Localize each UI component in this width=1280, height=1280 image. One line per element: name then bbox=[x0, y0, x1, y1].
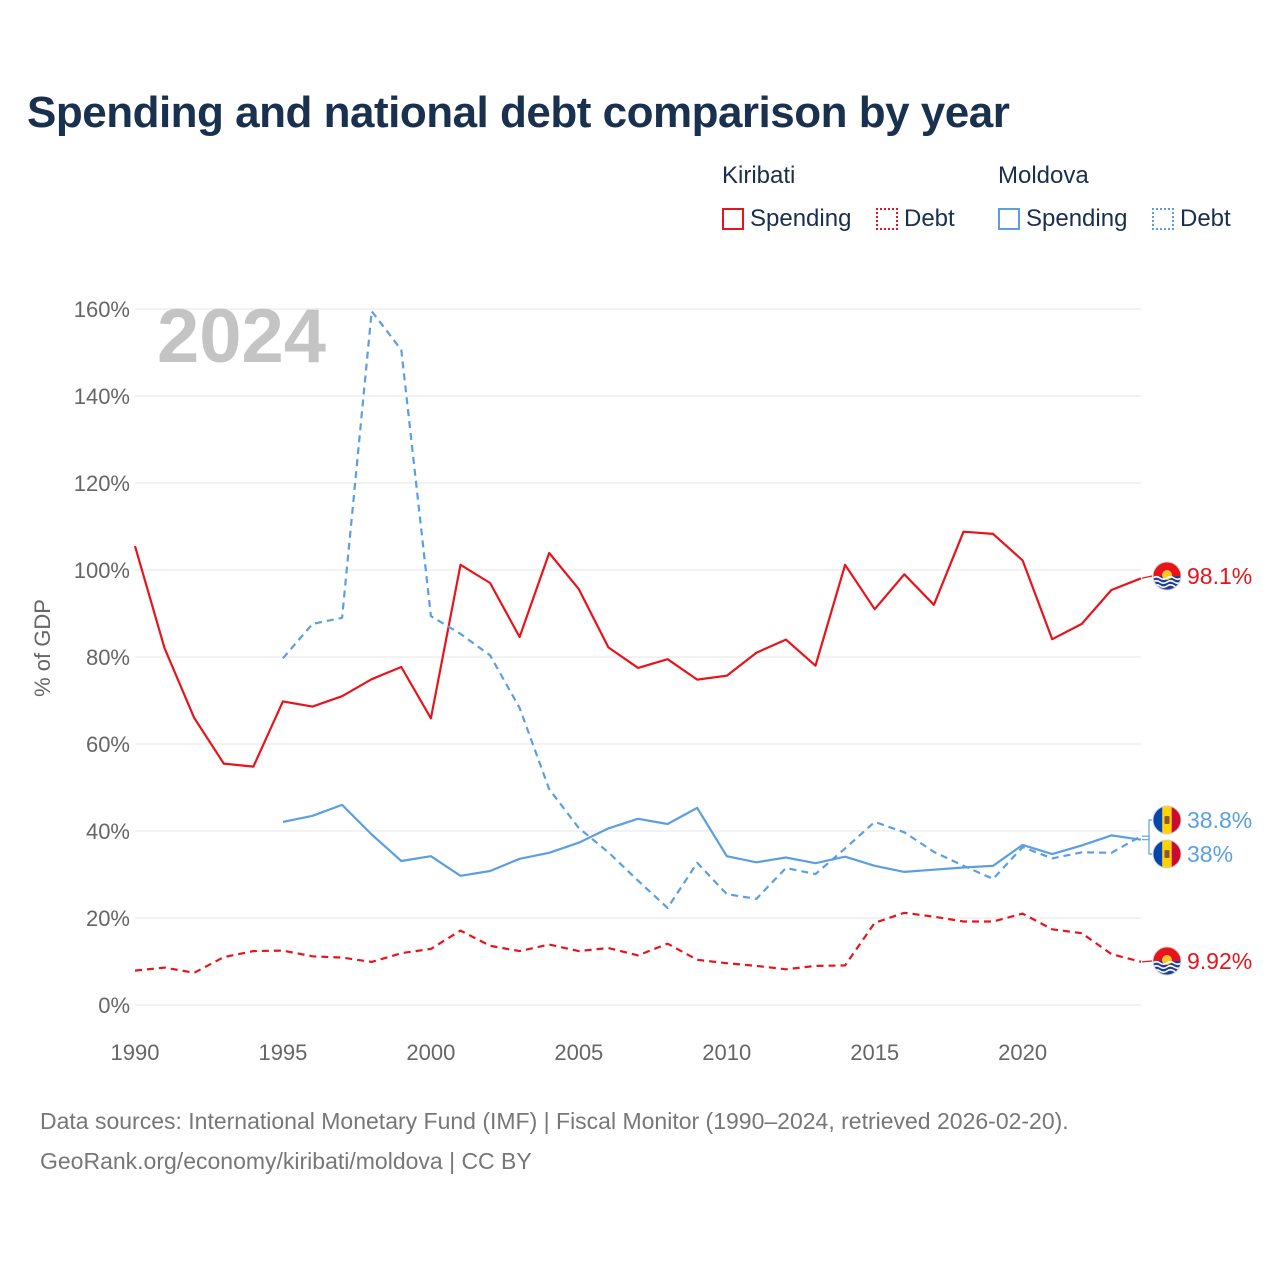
y-tick-label: 40% bbox=[86, 819, 130, 844]
legend-item-moldova-spending[interactable]: Spending bbox=[998, 205, 1127, 233]
legend-swatch-kiribati-spending bbox=[722, 208, 744, 230]
end-label-kiribati-spending: 98.1% bbox=[1141, 561, 1252, 591]
end-label-kiribati-debt: 9.92% bbox=[1141, 946, 1252, 976]
x-tick-label: 2000 bbox=[406, 1040, 455, 1065]
legend-group-moldova: Moldova bbox=[998, 162, 1089, 189]
series-lines bbox=[133, 310, 1142, 974]
legend-item-kiribati-debt[interactable]: Debt bbox=[876, 205, 955, 233]
data-source-note: Data sources: International Monetary Fun… bbox=[40, 1108, 1069, 1134]
legend-swatch-moldova-spending bbox=[998, 208, 1020, 230]
y-tick-label: 140% bbox=[74, 384, 130, 409]
end-value-label: 9.92% bbox=[1187, 948, 1252, 974]
legend-label-moldova-spending: Spending bbox=[1026, 205, 1128, 232]
end-labels: 98.1% 9.92% 38.8% 38% bbox=[1141, 561, 1252, 976]
end-label-connector bbox=[1141, 960, 1153, 963]
x-axis: 1990 1995 2000 2005 2010 2015 2020 bbox=[111, 1040, 1048, 1065]
moldova-flag-icon bbox=[1153, 840, 1181, 868]
legend-item-moldova-debt[interactable]: Debt bbox=[1152, 205, 1231, 233]
grid-lines bbox=[135, 308, 1141, 1006]
x-tick-label: 1990 bbox=[111, 1040, 160, 1065]
y-tick-label: 160% bbox=[74, 297, 130, 322]
y-axis: 0% 20% 40% 60% 80% 100% 120% 140% 160% bbox=[74, 297, 130, 1018]
line-chart: 2024 0% 20% 40% 60% 80% 100% 120% 140% 160% 1990… bbox=[30, 294, 1252, 1065]
end-value-label: 38% bbox=[1187, 841, 1233, 867]
series-line-moldova-debt bbox=[282, 310, 1142, 910]
y-tick-label: 0% bbox=[98, 993, 130, 1018]
legend-label-moldova-debt: Debt bbox=[1180, 205, 1231, 232]
end-label-moldova-spending: 38.8% bbox=[1142, 805, 1252, 841]
y-tick-label: 80% bbox=[86, 645, 130, 670]
x-tick-label: 2015 bbox=[850, 1040, 899, 1065]
kiribati-flag-icon bbox=[1153, 562, 1181, 590]
end-label-connector bbox=[1142, 819, 1152, 841]
y-axis-label: % of GDP bbox=[30, 599, 55, 697]
x-tick-label: 2005 bbox=[554, 1040, 603, 1065]
legend-group-kiribati: Kiribati bbox=[722, 162, 796, 189]
attribution-link[interactable]: GeoRank.org/economy/kiribati/moldova | C… bbox=[40, 1148, 532, 1174]
end-label-moldova-debt: 38% bbox=[1142, 835, 1233, 869]
end-label-connector bbox=[1142, 835, 1152, 855]
legend-swatch-moldova-debt bbox=[1152, 208, 1174, 230]
kiribati-flag-icon bbox=[1153, 947, 1181, 975]
x-tick-label: 2010 bbox=[702, 1040, 751, 1065]
series-line-kiribati-debt bbox=[134, 911, 1142, 974]
series-line-kiribati-spending bbox=[133, 530, 1142, 768]
legend-label-kiribati-debt: Debt bbox=[904, 205, 955, 232]
end-value-label: 38.8% bbox=[1187, 807, 1252, 833]
x-tick-label: 2020 bbox=[998, 1040, 1047, 1065]
legend-label-kiribati-spending: Spending bbox=[750, 205, 852, 232]
year-watermark: 2024 bbox=[157, 294, 326, 379]
moldova-flag-icon bbox=[1153, 806, 1181, 834]
y-tick-label: 100% bbox=[74, 558, 130, 583]
chart-title: Spending and national debt comparison by… bbox=[27, 88, 1010, 137]
y-tick-label: 60% bbox=[86, 732, 130, 757]
y-tick-label: 20% bbox=[86, 906, 130, 931]
series-line-moldova-spending bbox=[282, 803, 1142, 877]
x-tick-label: 1995 bbox=[258, 1040, 307, 1065]
legend-item-kiribati-spending[interactable]: Spending bbox=[722, 205, 851, 233]
legend-swatch-kiribati-debt bbox=[876, 208, 898, 230]
end-value-label: 98.1% bbox=[1187, 563, 1252, 589]
y-tick-label: 120% bbox=[74, 471, 130, 496]
end-label-connector bbox=[1141, 575, 1153, 579]
